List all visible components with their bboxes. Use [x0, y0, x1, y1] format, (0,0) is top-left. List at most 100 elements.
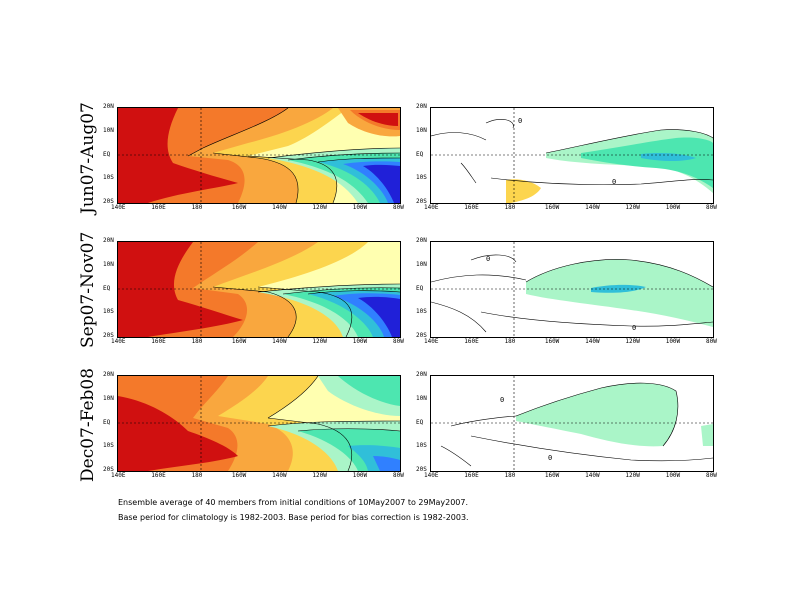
x-tick-label: 120W — [312, 338, 327, 345]
x-tick-label: 80W — [706, 472, 717, 479]
y-tick-label: 10N — [103, 394, 114, 402]
sst-anomaly-map-row3 — [118, 376, 400, 471]
x-tick-label: 180 — [191, 338, 203, 345]
y-tick-label: 20N — [103, 237, 114, 244]
x-tick-label: 160W — [231, 338, 247, 345]
x-tick-label: 140E — [111, 338, 126, 345]
x-tick-label: 120W — [625, 338, 640, 345]
x-tick-label: 100W — [352, 338, 368, 345]
contour-label-zero: 0 — [612, 178, 617, 186]
x-tick-label: 120W — [312, 204, 327, 211]
y-tick-label: 20N — [416, 237, 427, 244]
y-tick-label: 10N — [103, 126, 114, 134]
y-tick-label: 20S — [103, 332, 114, 339]
y-tick-label: 10S — [103, 174, 114, 182]
map-panel-left-row1 — [117, 107, 401, 204]
y-tick-label: 10N — [416, 260, 427, 268]
difference-map-row3 — [431, 376, 713, 471]
y-tick-label: 20N — [416, 103, 427, 110]
difference-map-row2 — [431, 242, 713, 337]
x-tick-label: 100W — [352, 204, 368, 211]
sst-anomaly-map-row1 — [118, 108, 400, 203]
row-label-jun-aug: Jun07-Aug07 — [78, 102, 98, 214]
map-panel-right-row3 — [430, 375, 714, 472]
y-tick-label: EQ — [416, 418, 424, 426]
x-tick-label: 140W — [585, 472, 600, 479]
row-label-sep-nov: Sep07-Nov07 — [78, 231, 98, 348]
x-tick-label: 140E — [111, 204, 126, 211]
sst-anomaly-map-row2 — [118, 242, 400, 337]
x-tick-label: 80W — [706, 338, 717, 345]
x-tick-label: 140E — [424, 338, 439, 345]
x-tick-label: 80W — [393, 472, 404, 479]
y-tick-label: 10S — [416, 442, 427, 450]
contour-label-zero: 0 — [548, 454, 553, 462]
y-tick-label: 20S — [103, 466, 114, 473]
x-tick-label: 160E — [464, 472, 479, 479]
x-tick-label: 180 — [504, 338, 516, 345]
footer-base-period-note: Base period for climatology is 1982-2003… — [118, 513, 469, 522]
contour-label-zero: 0 — [518, 117, 523, 125]
y-tick-label: 10N — [416, 394, 427, 402]
map-panel-right-row2 — [430, 241, 714, 338]
x-tick-label: 180 — [504, 472, 516, 479]
x-tick-label: 140W — [272, 472, 287, 479]
contour-label-zero: 0 — [632, 324, 637, 332]
x-tick-label: 80W — [393, 204, 404, 211]
x-tick-label: 160E — [464, 338, 479, 345]
x-tick-label: 140E — [111, 472, 126, 479]
y-tick-label: 20S — [416, 466, 427, 473]
x-tick-label: 140E — [424, 204, 439, 211]
x-tick-label: 160W — [231, 472, 247, 479]
y-tick-label: 20S — [416, 332, 427, 339]
y-tick-label: 10S — [103, 442, 114, 450]
y-tick-label: EQ — [416, 150, 424, 158]
y-tick-label: EQ — [103, 284, 111, 292]
x-tick-label: 100W — [665, 204, 681, 211]
y-tick-label: EQ — [103, 418, 111, 426]
map-panel-left-row2 — [117, 241, 401, 338]
x-tick-label: 160W — [544, 338, 560, 345]
y-tick-label: 10N — [103, 260, 114, 268]
x-tick-label: 160E — [151, 204, 166, 211]
x-tick-label: 140W — [272, 338, 287, 345]
y-tick-label: 10N — [416, 126, 427, 134]
x-tick-label: 100W — [665, 338, 681, 345]
x-tick-label: 140W — [585, 204, 600, 211]
x-tick-label: 160W — [544, 472, 560, 479]
footer-ensemble-note: Ensemble average of 40 members from init… — [118, 498, 469, 507]
y-tick-label: 20N — [103, 103, 114, 110]
map-panel-left-row3 — [117, 375, 401, 472]
contour-label-zero: 0 — [486, 255, 491, 263]
x-tick-label: 100W — [352, 472, 368, 479]
contour-label-zero: 0 — [500, 396, 505, 404]
x-tick-label: 180 — [504, 204, 516, 211]
y-tick-label: 20N — [416, 371, 427, 378]
x-tick-label: 140E — [424, 472, 439, 479]
x-tick-label: 160E — [151, 338, 166, 345]
y-tick-label: 20N — [103, 371, 114, 378]
y-tick-label: 10S — [103, 308, 114, 316]
x-tick-label: 80W — [706, 204, 717, 211]
x-tick-label: 160W — [544, 204, 560, 211]
x-tick-label: 160E — [464, 204, 479, 211]
y-tick-label: 10S — [416, 174, 427, 182]
x-tick-label: 160E — [151, 472, 166, 479]
x-tick-label: 160W — [231, 204, 247, 211]
x-tick-label: 120W — [625, 472, 640, 479]
y-tick-label: EQ — [103, 150, 111, 158]
y-tick-label: 20S — [416, 198, 427, 205]
x-tick-label: 100W — [665, 472, 681, 479]
x-tick-label: 120W — [312, 472, 327, 479]
row-label-dec-feb: Dec07-Feb08 — [78, 367, 98, 482]
x-tick-label: 140W — [585, 338, 600, 345]
x-tick-label: 140W — [272, 204, 287, 211]
x-tick-label: 180 — [191, 472, 203, 479]
difference-map-row1 — [431, 108, 713, 203]
y-tick-label: 20S — [103, 198, 114, 205]
y-tick-label: 10S — [416, 308, 427, 316]
y-tick-label: EQ — [416, 284, 424, 292]
x-tick-label: 180 — [191, 204, 203, 211]
x-tick-label: 120W — [625, 204, 640, 211]
x-tick-label: 80W — [393, 338, 404, 345]
